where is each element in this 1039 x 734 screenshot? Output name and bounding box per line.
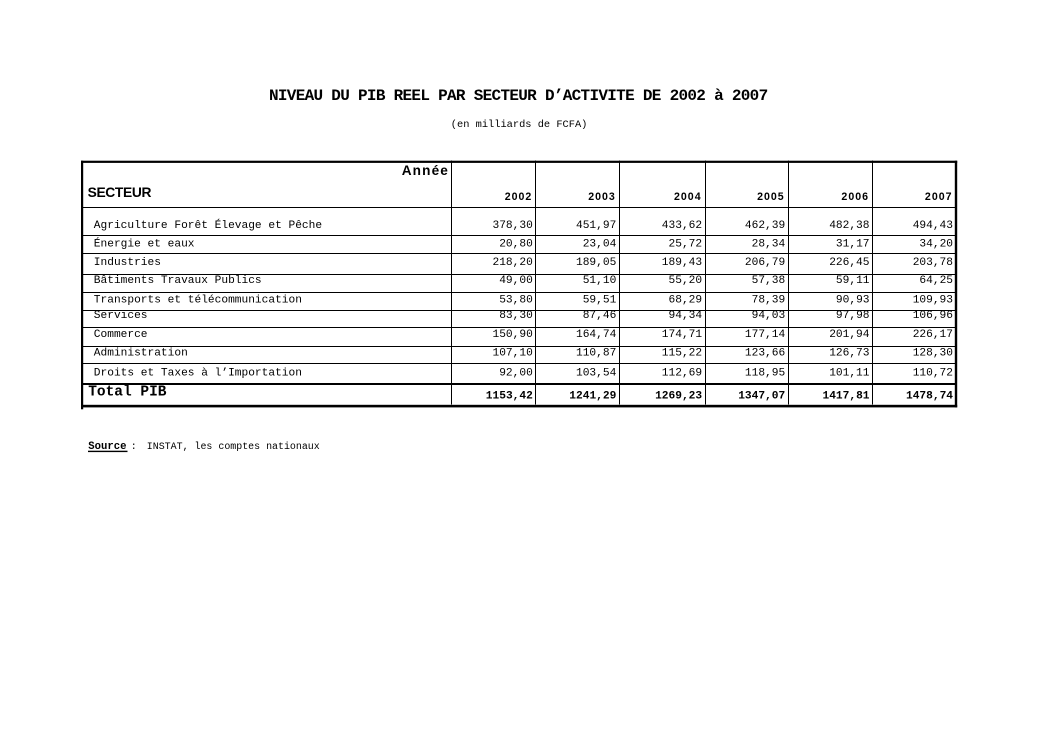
svg-text:Industries: Industries	[94, 257, 161, 269]
svg-text:2007: 2007	[925, 191, 953, 203]
svg-text:SECTEUR: SECTEUR	[88, 185, 152, 200]
svg-text:(en milliards de FCFA): (en milliards de FCFA)	[451, 119, 588, 131]
svg-text:1153,42: 1153,42	[486, 390, 533, 402]
svg-text:462,39: 462,39	[745, 220, 785, 232]
svg-text:31,17: 31,17	[836, 239, 870, 251]
svg-text:Transports et télécommunicatio: Transports et télécommunication	[94, 295, 302, 307]
svg-text:Bâtiments Travaux Publics: Bâtiments Travaux Publics	[94, 275, 262, 287]
svg-text:189,05: 189,05	[576, 257, 616, 269]
svg-text:55,20: 55,20	[669, 275, 703, 287]
svg-text:Droits et Taxes à l’Importatio: Droits et Taxes à l’Importation	[94, 367, 302, 379]
svg-text:218,20: 218,20	[493, 257, 534, 269]
svg-text:94,03: 94,03	[752, 310, 786, 322]
svg-text:Services: Services	[94, 310, 148, 322]
svg-text:226,17: 226,17	[913, 329, 953, 341]
svg-text:110,87: 110,87	[576, 348, 616, 360]
svg-text:INSTAT, les comptes nationaux: INSTAT, les comptes nationaux	[147, 441, 320, 452]
svg-text::: :	[131, 441, 137, 452]
svg-text:2005: 2005	[757, 191, 785, 203]
svg-text:2006: 2006	[841, 191, 869, 203]
svg-text:164,74: 164,74	[576, 329, 617, 341]
svg-text:Commerce: Commerce	[94, 329, 148, 341]
svg-text:150,90: 150,90	[493, 329, 534, 341]
svg-text:57,38: 57,38	[752, 275, 786, 287]
svg-text:51,10: 51,10	[583, 275, 617, 287]
svg-text:115,22: 115,22	[662, 348, 702, 360]
svg-text:126,73: 126,73	[829, 348, 869, 360]
svg-text:226,45: 226,45	[829, 257, 869, 269]
svg-text:78,39: 78,39	[752, 295, 786, 307]
svg-text:20,80: 20,80	[499, 239, 533, 251]
svg-text:101,11: 101,11	[829, 367, 870, 379]
svg-text:1269,23: 1269,23	[655, 390, 702, 402]
svg-text:64,25: 64,25	[919, 275, 953, 287]
svg-text:Année: Année	[402, 163, 449, 178]
svg-text:494,43: 494,43	[913, 220, 953, 232]
svg-text:1417,81: 1417,81	[823, 390, 870, 402]
svg-text:97,98: 97,98	[836, 310, 870, 322]
svg-text:Administration: Administration	[94, 348, 188, 360]
svg-text:25,72: 25,72	[669, 239, 703, 251]
svg-text:106,96: 106,96	[913, 310, 953, 322]
svg-text:Total PIB: Total PIB	[88, 385, 167, 401]
svg-text:92,00: 92,00	[499, 367, 533, 379]
svg-text:49,00: 49,00	[499, 275, 533, 287]
svg-text:128,30: 128,30	[913, 348, 954, 360]
svg-text:123,66: 123,66	[745, 348, 785, 360]
svg-text:110,72: 110,72	[913, 367, 953, 379]
svg-text:1241,29: 1241,29	[569, 390, 616, 402]
svg-text:482,38: 482,38	[829, 220, 869, 232]
svg-text:83,30: 83,30	[499, 310, 533, 322]
svg-text:2003: 2003	[588, 191, 616, 203]
svg-text:112,69: 112,69	[662, 367, 702, 379]
svg-text:NIVEAU DU PIB REEL PAR SECTEUR: NIVEAU DU PIB REEL PAR SECTEUR D’ACTIVIT…	[269, 87, 768, 105]
svg-text:90,93: 90,93	[836, 295, 870, 307]
svg-text:Énergie et eaux: Énergie et eaux	[94, 237, 195, 251]
svg-text:59,51: 59,51	[583, 295, 617, 307]
svg-text:Source: Source	[88, 441, 126, 453]
svg-text:53,80: 53,80	[499, 295, 533, 307]
svg-text:Agriculture Forêt Élevage et P: Agriculture Forêt Élevage et Pêche	[94, 218, 322, 232]
svg-text:23,04: 23,04	[583, 239, 617, 251]
svg-text:203,78: 203,78	[913, 257, 953, 269]
svg-text:103,54: 103,54	[576, 367, 617, 379]
svg-text:2004: 2004	[674, 191, 702, 203]
svg-text:94,34: 94,34	[669, 310, 703, 322]
svg-text:118,95: 118,95	[745, 367, 785, 379]
svg-text:68,29: 68,29	[669, 295, 703, 307]
svg-text:59,11: 59,11	[836, 275, 870, 287]
svg-text:28,34: 28,34	[752, 239, 786, 251]
svg-text:189,43: 189,43	[662, 257, 702, 269]
svg-text:1347,07: 1347,07	[738, 390, 785, 402]
svg-text:34,20: 34,20	[919, 239, 953, 251]
svg-text:206,79: 206,79	[745, 257, 785, 269]
svg-text:107,10: 107,10	[493, 348, 534, 360]
svg-text:378,30: 378,30	[493, 220, 534, 232]
svg-text:1478,74: 1478,74	[906, 390, 953, 402]
svg-text:433,62: 433,62	[662, 220, 702, 232]
svg-text:174,71: 174,71	[662, 329, 703, 341]
svg-text:201,94: 201,94	[829, 329, 870, 341]
svg-text:2002: 2002	[505, 191, 533, 203]
svg-text:109,93: 109,93	[913, 295, 953, 307]
svg-text:451,97: 451,97	[576, 220, 616, 232]
svg-text:177,14: 177,14	[745, 329, 786, 341]
svg-text:87,46: 87,46	[583, 310, 617, 322]
